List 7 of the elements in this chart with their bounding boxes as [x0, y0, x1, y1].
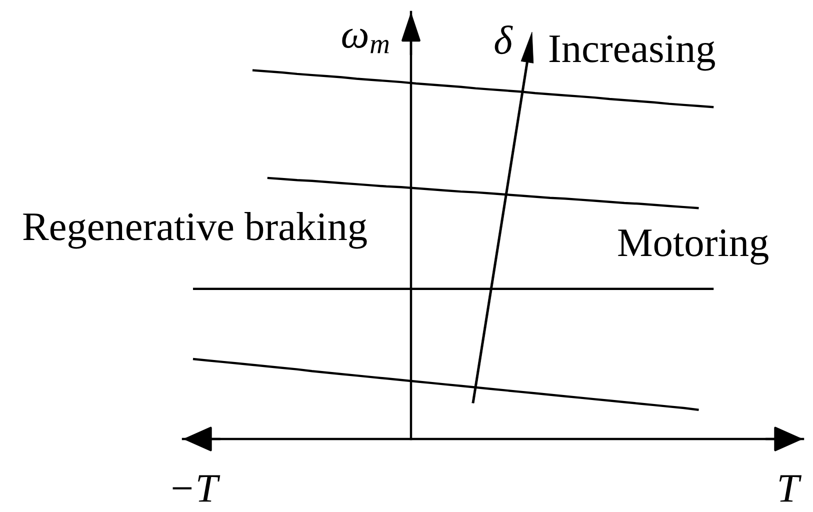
- annotation: Increasing: [549, 35, 715, 71]
- annotation: Regenerative braking: [23, 212, 367, 249]
- text: −T: [172, 475, 220, 502]
- annotation: Motoring: [618, 229, 768, 265]
- text: δ: [494, 26, 513, 54]
- text: T: [779, 475, 802, 502]
- y-axis-title: ω$_{m}$: [342, 28, 389, 54]
